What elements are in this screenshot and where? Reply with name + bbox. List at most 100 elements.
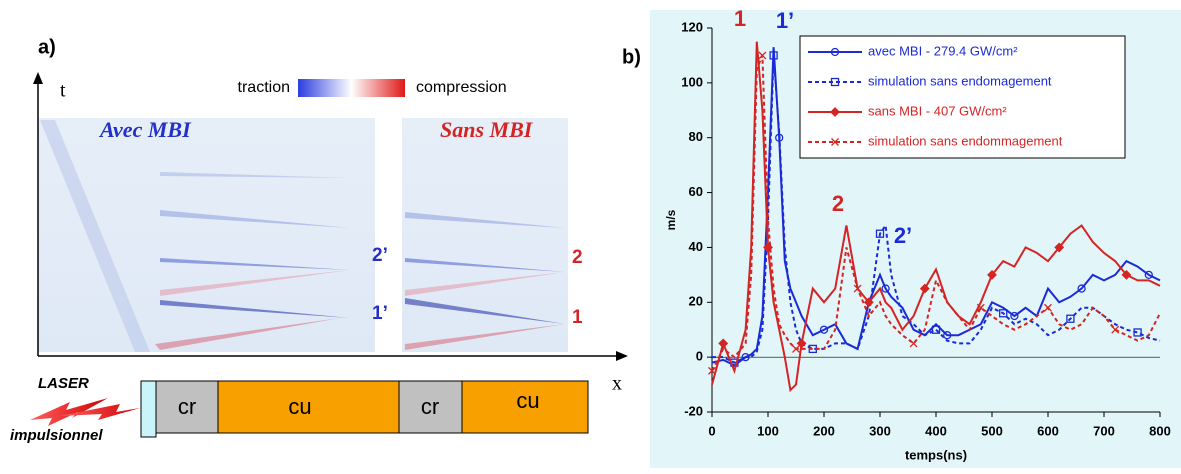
laser-bolt bbox=[30, 398, 108, 426]
marker-shape bbox=[775, 133, 784, 142]
legend-label: avec MBI - 279.4 GW/cm² bbox=[868, 43, 1018, 58]
x-tick-label: 600 bbox=[1037, 423, 1059, 438]
marker bbox=[999, 309, 1008, 318]
color-scale bbox=[298, 79, 405, 97]
marker bbox=[909, 339, 918, 348]
marker-shape bbox=[1010, 311, 1019, 321]
marker bbox=[758, 51, 767, 60]
marker-shape bbox=[909, 339, 918, 348]
map-title: Sans MBI bbox=[440, 117, 534, 142]
marker-shape bbox=[1121, 269, 1132, 280]
marker-shape bbox=[875, 229, 885, 238]
marker-shape bbox=[1133, 328, 1142, 337]
marker bbox=[830, 47, 840, 57]
marker bbox=[853, 284, 862, 293]
marker-shape bbox=[741, 352, 750, 362]
t-label: t bbox=[60, 80, 66, 102]
marker-shape bbox=[1044, 303, 1052, 312]
y-tick-label: 0 bbox=[696, 349, 703, 364]
block-cu bbox=[461, 380, 589, 434]
series-line bbox=[711, 47, 1161, 367]
x-tick-label: 0 bbox=[708, 423, 715, 438]
marker bbox=[1133, 328, 1142, 337]
block-cu bbox=[217, 380, 419, 434]
y-tick-label: 120 bbox=[681, 19, 703, 34]
marker-shape bbox=[1066, 314, 1075, 323]
legend-label: simulation sans endommagement bbox=[868, 133, 1063, 148]
marker-shape bbox=[1144, 270, 1153, 280]
marker bbox=[775, 133, 784, 142]
marker bbox=[741, 352, 750, 362]
marker bbox=[831, 138, 839, 146]
marker bbox=[1054, 242, 1065, 253]
annotation: 1’ bbox=[776, 8, 794, 33]
marker-shape bbox=[853, 284, 862, 293]
marker-shape bbox=[863, 297, 874, 308]
marker bbox=[1066, 314, 1075, 323]
marker bbox=[875, 229, 885, 238]
marker bbox=[830, 107, 840, 117]
marker bbox=[1010, 311, 1019, 321]
marker bbox=[919, 283, 930, 294]
marker bbox=[769, 51, 778, 60]
y-tick-label: 60 bbox=[689, 184, 703, 199]
marker bbox=[1121, 269, 1132, 280]
marker bbox=[796, 338, 807, 349]
marker-shape bbox=[831, 138, 839, 146]
marker-shape bbox=[987, 269, 997, 280]
marker-shape bbox=[830, 47, 840, 57]
marker-shape bbox=[830, 77, 840, 87]
legend-box bbox=[799, 35, 1126, 159]
map-title: Avec MBI bbox=[98, 117, 192, 142]
x-tick-label: 500 bbox=[981, 423, 1003, 438]
x-axis-label: temps(ns) bbox=[905, 447, 967, 462]
marker-shape bbox=[976, 303, 985, 312]
block-cr bbox=[398, 380, 463, 434]
marker bbox=[1077, 284, 1086, 293]
y-tick-label: 40 bbox=[689, 239, 703, 254]
marker-shape bbox=[1054, 242, 1065, 253]
marker bbox=[976, 303, 985, 312]
annotation: 1 bbox=[734, 6, 746, 31]
annotation: 2 bbox=[832, 191, 844, 216]
marker bbox=[987, 269, 997, 280]
marker bbox=[1044, 303, 1052, 312]
marker-shape bbox=[1111, 325, 1120, 334]
block-label: cr bbox=[178, 394, 196, 419]
x-tick-label: 300 bbox=[869, 423, 891, 438]
laser-bolt bbox=[60, 404, 140, 420]
laser-label: LASER bbox=[38, 375, 89, 392]
y-tick-label: -20 bbox=[684, 403, 703, 418]
marker-shape bbox=[919, 283, 930, 294]
block-mbi bbox=[140, 380, 157, 438]
marker bbox=[792, 344, 800, 353]
series-line bbox=[711, 55, 1161, 372]
marker-shape bbox=[931, 325, 941, 334]
wave-mark: 1’ bbox=[372, 303, 388, 324]
marker bbox=[881, 284, 890, 293]
marker bbox=[708, 366, 716, 375]
wave-mark: 2 bbox=[572, 247, 583, 268]
x-tick-label: 800 bbox=[1149, 423, 1171, 438]
wave-mark: 1 bbox=[572, 307, 583, 328]
marker-shape bbox=[830, 107, 840, 117]
streaks bbox=[40, 120, 565, 352]
scale-low: traction bbox=[238, 79, 290, 96]
marker-shape bbox=[718, 338, 729, 349]
marker bbox=[819, 325, 829, 334]
arrow bbox=[616, 351, 628, 361]
block-label: cu bbox=[288, 394, 311, 419]
panel-label: a) bbox=[38, 36, 56, 58]
annotation: 2’ bbox=[894, 223, 912, 248]
marker bbox=[830, 77, 840, 87]
y-tick-label: 100 bbox=[681, 74, 703, 89]
legend-label: simulation sans endomagement bbox=[868, 73, 1052, 88]
marker-shape bbox=[708, 366, 716, 375]
series-line bbox=[711, 41, 1161, 393]
laser-sub: impulsionnel bbox=[10, 427, 103, 444]
block-label: cr bbox=[421, 394, 439, 419]
x-tick-label: 400 bbox=[925, 423, 947, 438]
y-axis-label: m/s bbox=[664, 209, 678, 230]
x-tick-label: 200 bbox=[813, 423, 835, 438]
